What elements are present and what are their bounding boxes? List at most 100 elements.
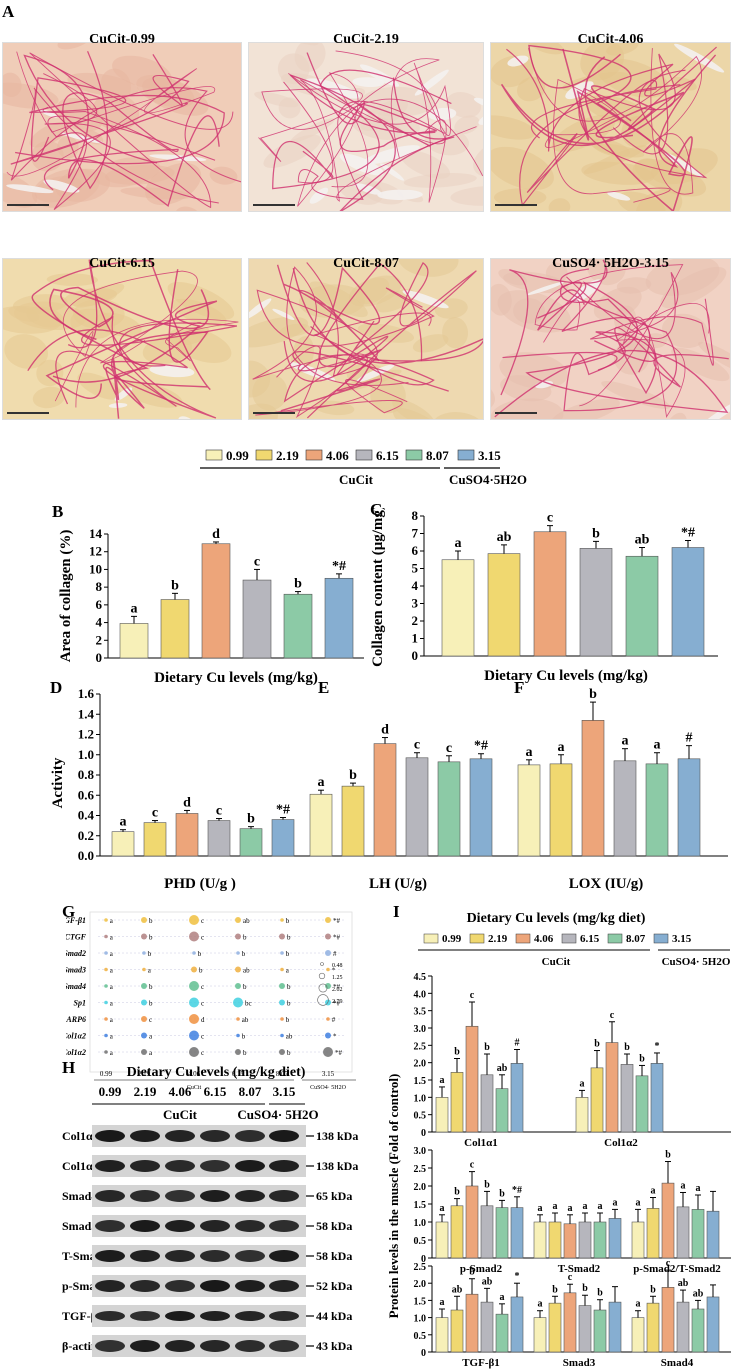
band-label: β-actin <box>62 1339 98 1353</box>
expression-bubble <box>104 1050 108 1054</box>
bubble-letter: ab <box>243 917 250 925</box>
y-tick-label: 5 <box>412 561 419 576</box>
band-label: Col1α2 <box>62 1129 99 1143</box>
bubble-letter: c <box>201 934 204 942</box>
y-tick-label: 0.5 <box>414 1331 427 1342</box>
expression-bubble <box>192 951 196 955</box>
collagen-area-bar <box>119 623 149 659</box>
protein-band <box>130 1340 160 1352</box>
protein-band <box>200 1250 230 1262</box>
size-legend-label: 2.79 <box>332 999 343 1005</box>
expression-bubble <box>141 933 147 940</box>
protein-bar <box>510 1207 524 1259</box>
significance-letter: *# <box>276 803 290 818</box>
bubble-x-label: 2.19 <box>138 1070 151 1078</box>
expression-bubble <box>279 999 285 1006</box>
y-tick-label: 0.6 <box>78 787 95 802</box>
protein-band <box>95 1250 125 1262</box>
collagen-content-bar <box>533 531 567 657</box>
expression-bubble <box>189 1030 199 1041</box>
significance-letter: b <box>597 1288 603 1299</box>
expression-bubble <box>189 981 199 991</box>
y-tick-label: 4 <box>96 615 103 630</box>
y-tick-label: 1.5 <box>414 1296 427 1307</box>
expression-bubble <box>280 1017 284 1021</box>
significance-letter: b <box>582 1283 588 1294</box>
expression-bubble <box>141 999 147 1006</box>
significance-letter: a <box>440 1203 445 1214</box>
expression-bubble <box>189 1014 199 1024</box>
collagen-area-bar <box>160 599 190 659</box>
protein-bar <box>661 1287 675 1353</box>
significance-letter: b <box>552 1284 558 1295</box>
protein-bar <box>548 1302 562 1353</box>
chart-enzyme-activity: 0.0 0.2 0.4 0.6 0.8 1.0 1.2 1.4 1.6 a c d c b *# PHD (U… <box>50 686 728 892</box>
expression-bubble <box>235 933 241 940</box>
protein-bar <box>661 1182 675 1259</box>
significance-letter: a <box>318 775 325 790</box>
activity-bar <box>517 764 541 857</box>
panel-label-d: D <box>50 678 63 697</box>
significance-letter: b <box>484 1042 490 1053</box>
protein-bar <box>563 1292 577 1353</box>
significance-letter: d <box>183 795 191 810</box>
bubble-group-cucit: CuCit <box>187 1085 202 1091</box>
protein-band <box>200 1130 230 1142</box>
y-axis-label: Activity <box>50 757 66 808</box>
activity-bar <box>239 828 263 857</box>
protein-bar <box>608 1301 622 1353</box>
band-kda: 58 kDa <box>316 1249 352 1263</box>
bubble-letter: a <box>110 1049 114 1057</box>
collagen-content-bar <box>579 548 613 657</box>
legend-label: 2.19 <box>488 933 508 945</box>
bubble-letter: bc <box>245 1000 252 1008</box>
activity-bar <box>207 820 231 857</box>
bubble-letter: * <box>332 967 336 975</box>
expression-bubble <box>279 1049 285 1055</box>
protein-bar <box>578 1221 592 1259</box>
western-title: Dietary Cu levels (mg/kg diet) <box>127 1065 306 1080</box>
y-tick-label: 0 <box>421 1128 426 1139</box>
bubble-letter: a <box>149 1033 153 1041</box>
protein-bar <box>465 1293 479 1353</box>
band-kda: 138 kDa <box>316 1129 358 1143</box>
protein-band <box>235 1220 265 1232</box>
scale-bar <box>253 204 295 206</box>
protein-bar <box>450 1205 464 1259</box>
lane-label: 6.15 <box>204 1084 227 1099</box>
bubble-letter: b <box>242 1033 246 1041</box>
expression-bubble <box>325 933 331 940</box>
legend-label: 6.15 <box>376 448 399 463</box>
significance-letter: a <box>553 1201 558 1212</box>
panel-label-b: B <box>52 502 64 521</box>
bubble-letter: b <box>149 934 153 942</box>
protein-band <box>165 1250 195 1262</box>
bubble-letter: b <box>286 1016 290 1024</box>
protein-bar <box>706 1296 720 1353</box>
expression-bubble <box>189 1047 199 1057</box>
y-tick-label: 2.5 <box>414 1262 427 1273</box>
bubble-letter: b <box>286 950 290 958</box>
activity-bar <box>549 763 573 857</box>
protein-bar <box>631 1317 645 1353</box>
legend-swatch <box>355 449 373 461</box>
expression-bubble <box>104 951 108 955</box>
expression-bubble <box>141 1032 147 1039</box>
protein-bar <box>495 1088 509 1133</box>
y-tick-label: 12 <box>89 544 102 559</box>
significance-letter: a <box>538 1299 543 1310</box>
significance-letter: c <box>446 741 452 756</box>
bubble-letter: a <box>110 1033 114 1041</box>
significance-letter: a <box>613 1197 618 1208</box>
histology-title: CuCit-8.07 <box>333 256 399 271</box>
size-legend-circle <box>318 972 326 980</box>
y-tick-label: 2.5 <box>414 1041 427 1052</box>
protein-band <box>269 1340 299 1352</box>
histology-title: CuSO4· 5H2O-3.15 <box>552 256 669 271</box>
significance-letter: a <box>455 536 462 551</box>
significance-letter: b <box>665 1150 671 1161</box>
expression-bubble <box>323 1047 333 1057</box>
legend-label: 4.06 <box>326 448 349 463</box>
protein-bar <box>631 1221 645 1259</box>
bubble-letter: b <box>243 934 247 942</box>
